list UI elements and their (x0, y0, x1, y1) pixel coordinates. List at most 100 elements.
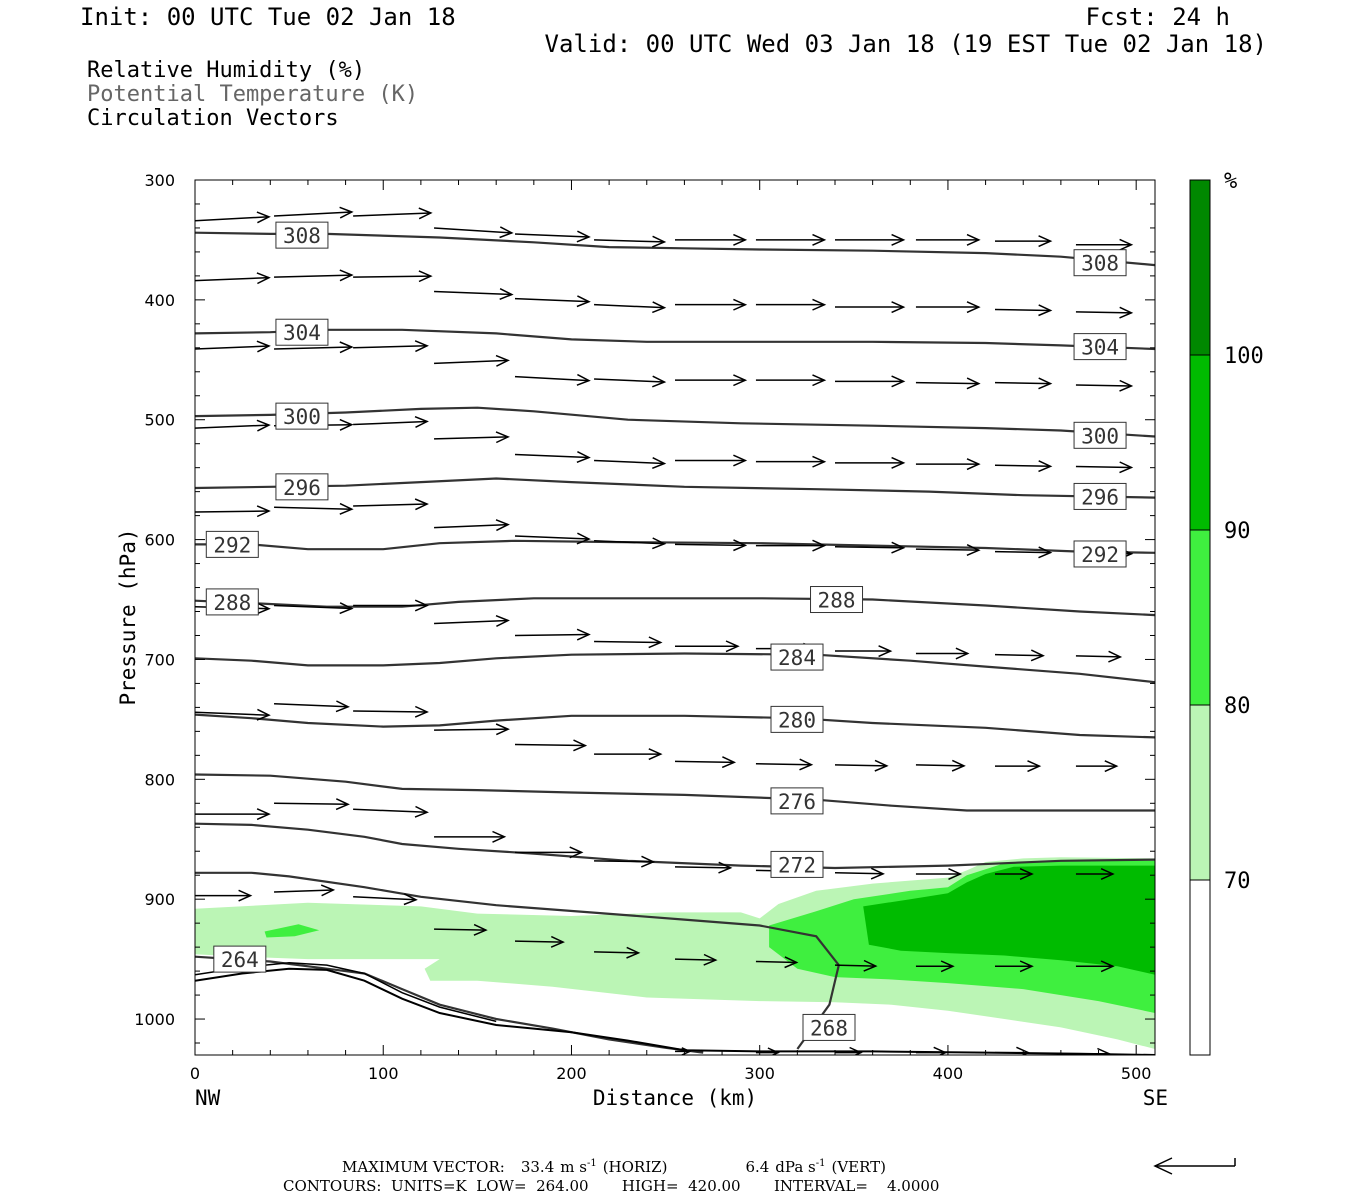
field-label-theta: Potential Temperature (K) (87, 82, 418, 107)
circulation-vector-6 (675, 233, 748, 246)
circulation-vector-86 (353, 805, 429, 818)
x-tick-label-200: 200 (556, 1064, 587, 1083)
theta-label-box-292-0 (205, 530, 259, 558)
circulation-vector-69 (915, 647, 970, 660)
circulation-vector-96 (195, 889, 253, 902)
circulation-vector-92 (834, 867, 885, 880)
circulation-vector-50 (353, 498, 429, 511)
theta-label-box-296-1 (1073, 482, 1127, 510)
circulation-vector-27 (434, 354, 510, 367)
rh-region-80-2 (264, 924, 320, 938)
vert-exp: -1 (816, 1158, 826, 1169)
circulation-vector-61 (274, 602, 354, 615)
colorbar-frame (1189, 179, 1211, 1056)
colorbar-label-90: 90 (1224, 519, 1251, 544)
theta-label-box-296-0 (275, 473, 329, 501)
colorbar-segment-3 (1190, 355, 1210, 530)
circulation-vector-104 (834, 959, 878, 972)
y-tick-label-300: 300 (144, 171, 175, 190)
circulation-vector-16 (514, 295, 591, 308)
theta-label-box-308-1 (1073, 249, 1127, 277)
circulation-vector-1 (274, 206, 354, 219)
circulation-vector-107 (1075, 960, 1115, 973)
theta-label-280-0: 280 (778, 708, 816, 732)
colorbar: 70 80 90 100 (1189, 179, 1264, 1056)
circulation-vector-75 (434, 723, 510, 736)
circulation-vector-54 (674, 539, 748, 552)
theta-label-268-0: 268 (810, 1016, 848, 1040)
circulation-vector-48 (195, 505, 271, 518)
valid-time: Valid: 00 UTC Wed 03 Jan 18 (19 EST Tue … (545, 30, 1267, 58)
circulation-vector-78 (674, 756, 737, 769)
circulation-vector-101 (594, 946, 641, 959)
circulation-vector-90 (674, 861, 733, 874)
theta-label-288-0: 288 (213, 591, 251, 615)
circulation-vector-106 (995, 960, 1034, 973)
theta-label-276-0: 276 (778, 790, 816, 814)
circulation-vector-74 (353, 705, 429, 718)
circulation-vector-11 (1075, 238, 1134, 251)
circulation-vector-39 (434, 431, 510, 444)
circulation-vector-63 (434, 615, 510, 627)
circulation-vector-80 (834, 759, 889, 772)
colorbar-label-100: 100 (1224, 344, 1264, 369)
max-vector-label: MAXIMUM VECTOR: (342, 1158, 505, 1176)
circulation-vector-45 (915, 458, 981, 471)
theta-label-box-280-0 (770, 705, 824, 733)
theta-label-296-0: 296 (283, 476, 321, 500)
circulation-vector-99 (434, 923, 488, 936)
circulation-vector-85 (274, 798, 350, 811)
circulation-vector-56 (834, 541, 906, 554)
colorbar-segment-0 (1190, 880, 1210, 1055)
circulation-vector-66 (675, 640, 740, 653)
x-tick-label-100: 100 (368, 1064, 399, 1083)
theta-contour-284 (195, 652, 1155, 684)
vert-value: 6.4 (745, 1158, 769, 1176)
circulation-vector-7 (755, 233, 827, 246)
theta-label-box-288-1 (810, 586, 864, 614)
horiz-value: 33.4 (521, 1158, 554, 1176)
circulation-vector-21 (915, 301, 981, 314)
circulation-vector-46 (994, 460, 1053, 473)
circulation-vector-64 (514, 628, 591, 641)
colorbar-label-80: 80 (1224, 694, 1251, 719)
circulation-vector-57 (915, 544, 981, 556)
circulation-vector-13 (274, 269, 354, 282)
circulation-vector-73 (274, 700, 350, 713)
x-tick-label-500: 500 (1121, 1064, 1152, 1083)
circulation-vector-5 (594, 235, 667, 248)
colorbar-segment-4 (1190, 180, 1210, 355)
circulation-vector-9 (915, 233, 981, 246)
vert-kind: (VERT) (831, 1158, 886, 1176)
circulation-vector-82 (995, 760, 1042, 773)
circulation-vector-89 (594, 855, 656, 868)
theta-contour-264 (195, 955, 704, 1054)
circulation-vector-15 (434, 288, 514, 300)
circulation-vector-35 (1075, 379, 1134, 392)
circulation-vector-17 (594, 301, 667, 314)
theta-label-box-272-0 (770, 850, 824, 878)
circulation-vector-102 (674, 953, 718, 966)
circulation-vector-53 (594, 537, 667, 550)
circulation-vector-19 (755, 298, 827, 311)
circulation-vector-12 (195, 272, 271, 285)
circulation-vector-43 (755, 455, 827, 468)
theta-contour-280 (195, 713, 1155, 739)
circulation-vector-110 (835, 1046, 863, 1055)
circulation-vector-2 (353, 207, 433, 220)
circulation-vector-20 (835, 301, 906, 314)
circulation-vector-25 (274, 341, 354, 354)
reference-vector-arrow (1153, 1157, 1236, 1175)
circulation-vector-79 (755, 758, 814, 771)
circulation-vector-95 (1075, 868, 1115, 880)
theta-label-308-1: 308 (1081, 252, 1119, 276)
contours-info: CONTOURS: UNITS=K LOW= 264.00 HIGH= 420.… (283, 1177, 939, 1195)
forecast-hour: Fcst: 24 h (1086, 3, 1231, 31)
theta-label-272-0: 272 (778, 853, 816, 877)
colorbar-label-70: 70 (1224, 869, 1251, 894)
circulation-vector-72 (195, 708, 271, 721)
y-tick-label-800: 800 (144, 770, 175, 789)
circulation-vector-68 (835, 645, 893, 658)
theta-label-box-292-1 (1073, 540, 1127, 568)
